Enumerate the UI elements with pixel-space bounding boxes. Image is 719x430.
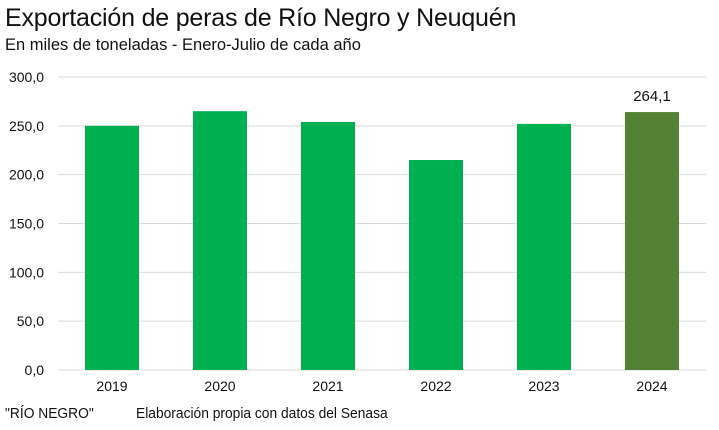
y-tick-label: 0,0	[25, 362, 45, 378]
x-tick-label: 2019	[96, 378, 127, 394]
x-tick-label: 2020	[204, 378, 235, 394]
y-tick-label: 50,0	[17, 313, 44, 329]
y-tick-label: 300,0	[9, 69, 44, 85]
source-outlet: "RÍO NEGRO"	[5, 405, 94, 422]
bar-2019	[85, 125, 139, 370]
data-label: 264,1	[633, 88, 671, 105]
x-tick-label: 2022	[420, 378, 451, 394]
x-tick-label: 2024	[636, 378, 667, 394]
chart-title: Exportación de peras de Río Negro y Neuq…	[5, 4, 517, 32]
bar-2022	[409, 160, 463, 370]
x-tick-label: 2023	[528, 378, 559, 394]
bar-2024	[625, 112, 679, 371]
y-tick-label: 100,0	[9, 264, 44, 280]
source-note: Elaboración propia con datos del Senasa	[136, 405, 388, 422]
y-tick-label: 150,0	[9, 216, 44, 232]
bar-2021	[301, 121, 355, 370]
y-tick-label: 250,0	[9, 118, 44, 134]
bar-2020	[193, 111, 247, 370]
bar-2023	[517, 123, 571, 370]
x-tick-label: 2021	[312, 378, 343, 394]
chart-subtitle: En miles de toneladas - Enero-Julio de c…	[5, 36, 361, 54]
y-tick-label: 200,0	[9, 167, 44, 183]
